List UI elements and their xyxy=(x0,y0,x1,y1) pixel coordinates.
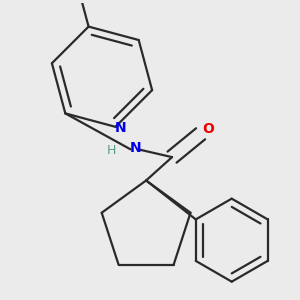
Text: N: N xyxy=(130,141,142,155)
Text: H: H xyxy=(106,144,116,157)
Text: N: N xyxy=(115,121,126,135)
Text: O: O xyxy=(202,122,214,136)
